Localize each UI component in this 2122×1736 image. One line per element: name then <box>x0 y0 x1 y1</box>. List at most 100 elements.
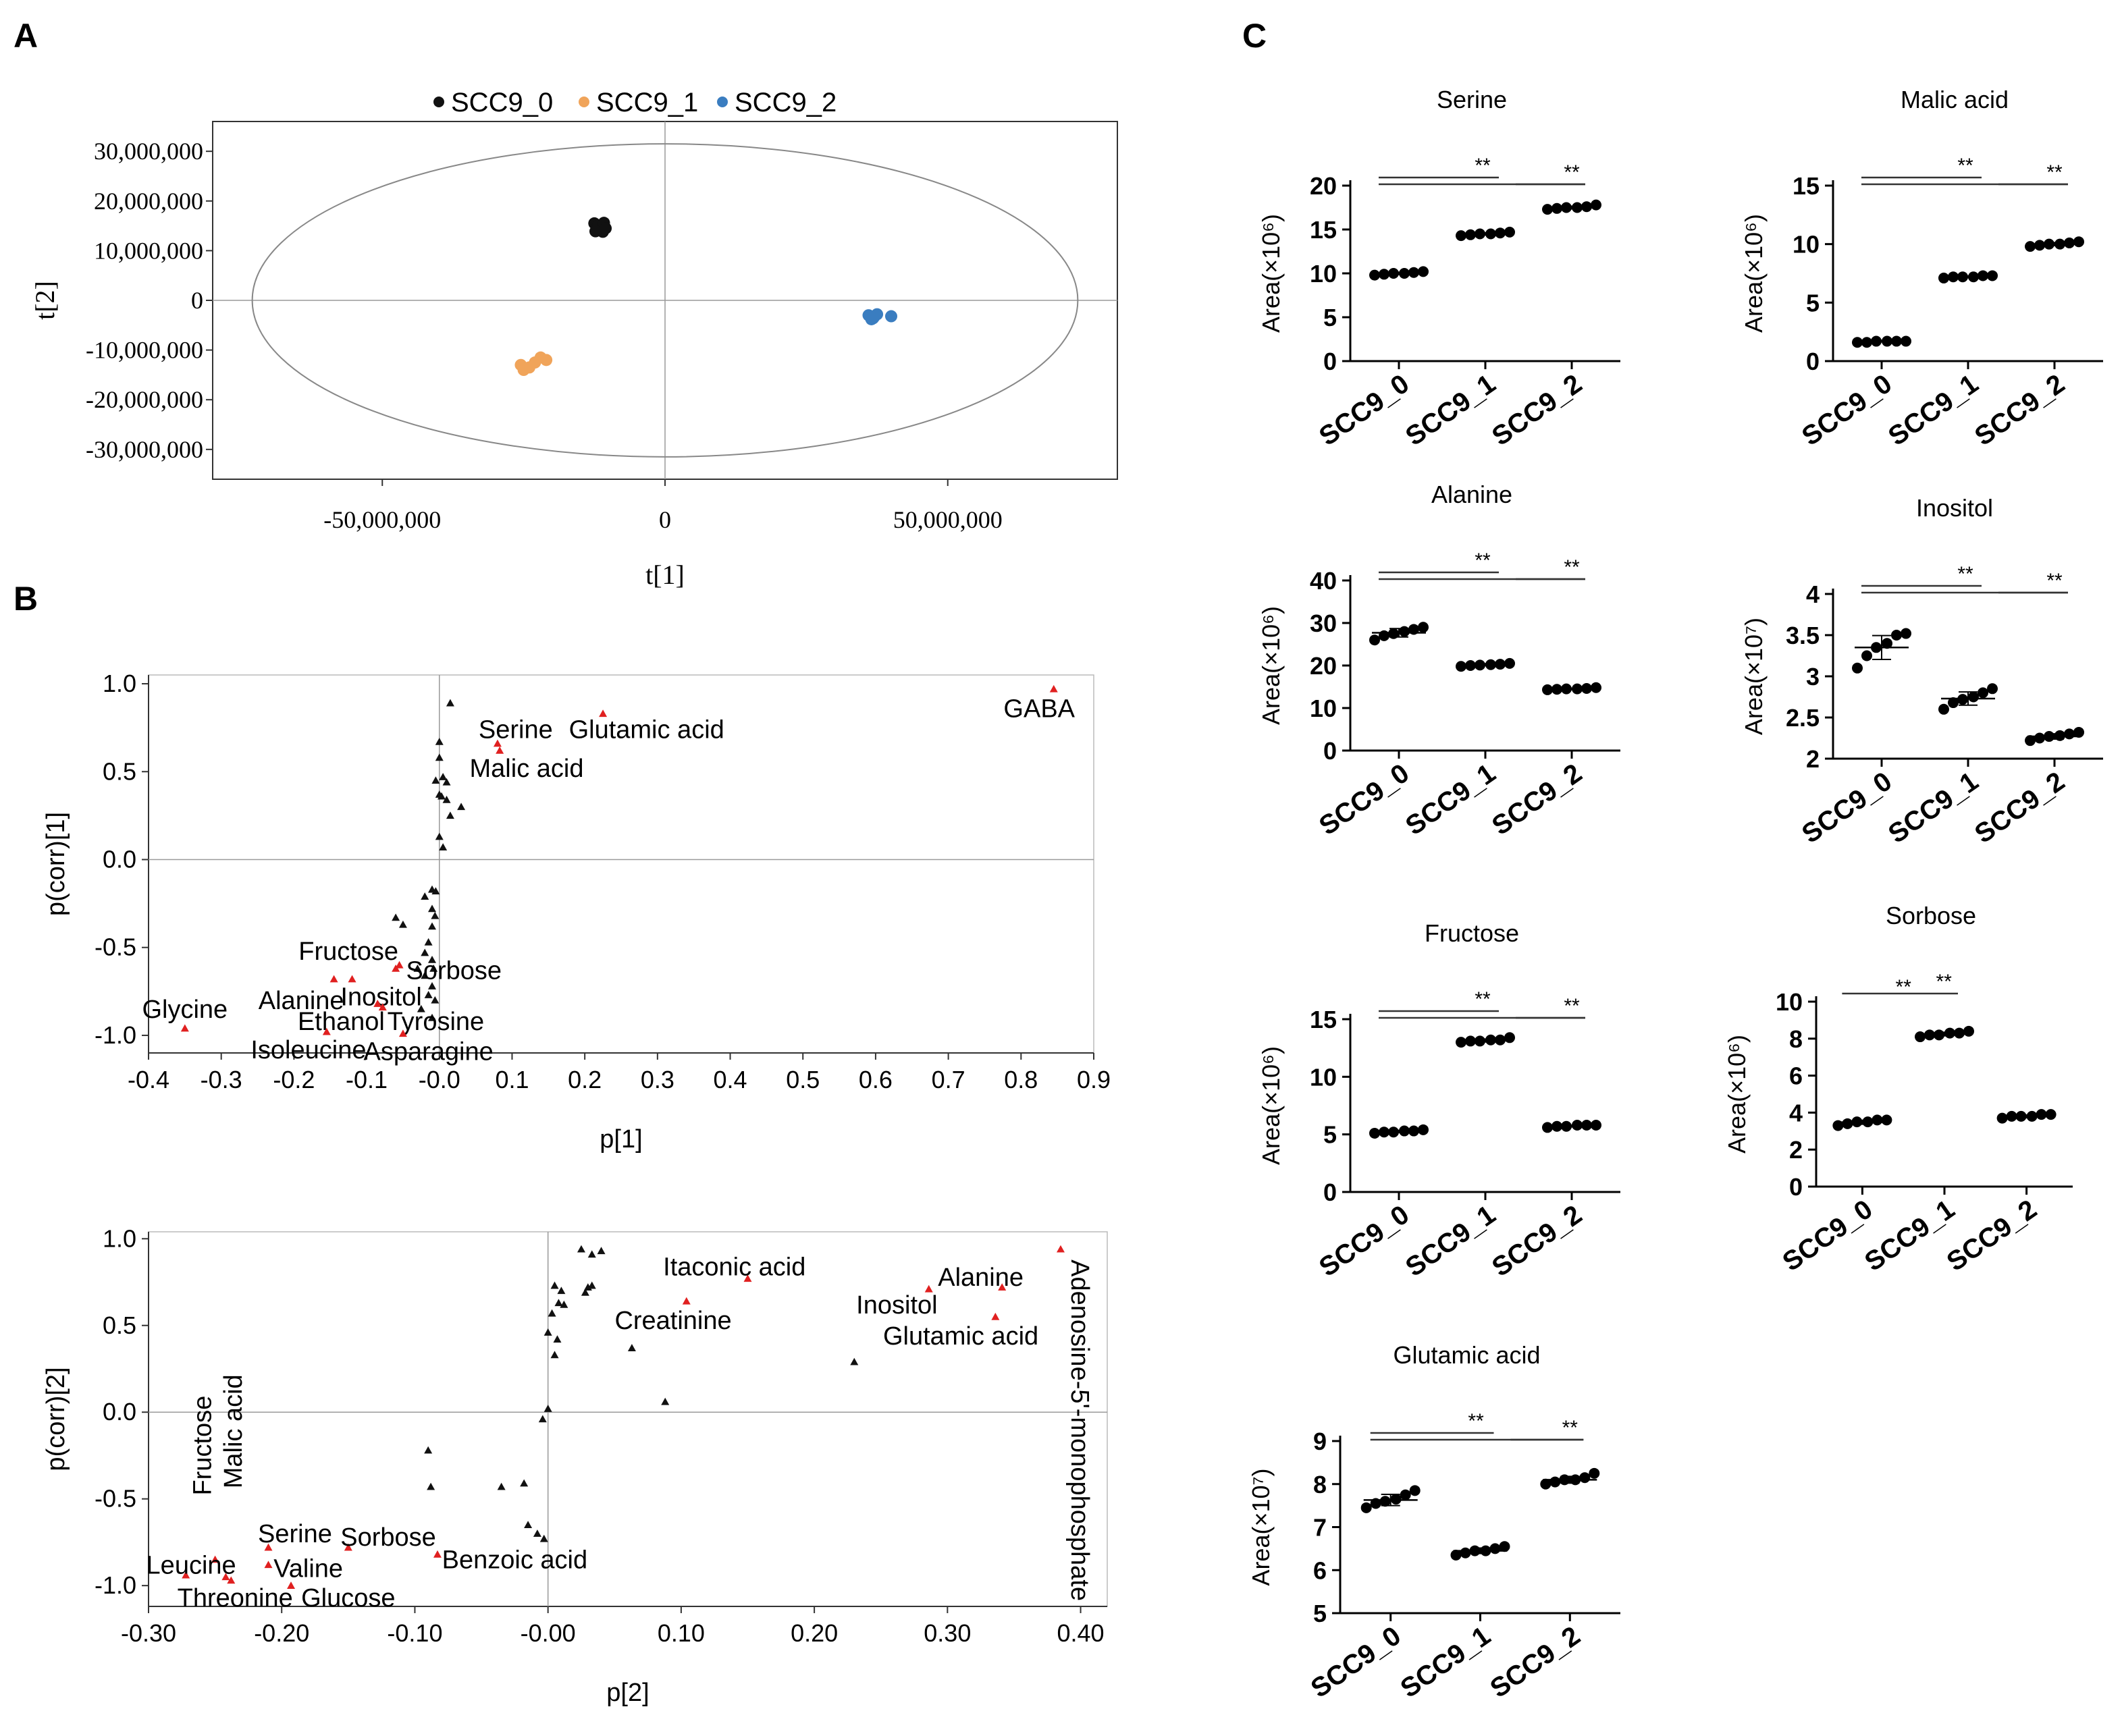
dotplot-glutamic-data-point <box>1360 1502 1372 1513</box>
dotplot-fructose-data-point <box>1504 1032 1515 1043</box>
dotplot-glutamic-x-tick-label: SCC9_0 <box>1306 1621 1406 1704</box>
dotplot-fructose-y-axis-label: Area(×10⁶) <box>1257 1046 1285 1165</box>
dotplot-alanine-title: Alanine <box>1431 481 1512 508</box>
dotplot-alanine-data-point <box>1485 659 1496 670</box>
dotplot-inositol-data-point <box>1861 650 1872 661</box>
dotplot-fructose-data-point <box>1485 1034 1496 1046</box>
splot2-highlight-point <box>743 1274 752 1282</box>
splot2-plot: 1.0 0.5 0.0 -0.5 -1.0 -0.30 -0.20 -0.10 -0.00 0.1… <box>42 1224 1108 1707</box>
dotplot-sorbose-y-tick-label: 4 <box>1789 1099 1803 1127</box>
dotplot-glutamic-y-tick-label: 9 <box>1313 1428 1327 1455</box>
dotplot-glutamic-data-point <box>1589 1467 1600 1479</box>
splot2-point <box>539 1534 548 1542</box>
splot2-highlight-point <box>433 1550 442 1558</box>
dotplot-alanine-y-tick-label: 30 <box>1310 609 1337 637</box>
splot2-metabolite-label: Creatinine <box>614 1307 731 1335</box>
splot2-point <box>597 1247 606 1255</box>
dotplot-serine-y-tick-label: 15 <box>1310 216 1337 244</box>
dotplot-alanine-sig-label: ** <box>1475 549 1491 572</box>
splot1-point <box>435 753 444 761</box>
splot1-metabolite-label: Ethanol <box>298 1008 385 1036</box>
dotplot-glutamic-data-point <box>1579 1472 1591 1484</box>
dotplot-serine-data-point <box>1485 228 1496 240</box>
dotplot-glutamic-y-tick-label: 8 <box>1313 1471 1327 1498</box>
dotplot-sorbose-sig-label: ** <box>1936 971 1953 993</box>
dotplot-alanine-y-tick-label: 0 <box>1323 737 1337 765</box>
dotplot-fructose: Fructose 0 5 10 15 Area(×10⁶) SCC9_0SCC9_1SCC9… <box>1257 919 1620 1282</box>
dotplot-malic: Malic acid 0 5 10 15 Area(×10⁶) SCC9_0SCC9_1SC… <box>1740 86 2103 452</box>
dotplot-serine-y-tick-label: 0 <box>1323 348 1337 375</box>
splot1-x-tick-label: 0.7 <box>932 1066 965 1093</box>
dotplot-alanine-data-point <box>1572 683 1583 695</box>
dotplot-inositol-data-point <box>2044 731 2054 742</box>
splot2-y-tick-label: -1.0 <box>95 1571 136 1599</box>
dotplot-alanine-data-point <box>1408 624 1419 635</box>
splot1-point <box>442 778 451 786</box>
splot1-highlight-point <box>496 747 504 754</box>
splot2-highlight-point <box>211 1555 219 1563</box>
splot2-metabolite-label: Inositol <box>856 1291 937 1320</box>
pca-x-tick-label: 50,000,000 <box>893 506 1003 533</box>
splot2-x-tick-label: -0.20 <box>254 1619 309 1647</box>
splot1-point <box>431 887 440 895</box>
dotplot-malic-data-point <box>2064 237 2075 248</box>
dotplot-alanine-data-point <box>1542 684 1553 695</box>
splot2-point <box>424 1446 433 1454</box>
splot1-point <box>421 892 429 900</box>
dotplot-malic-data-point <box>1938 272 1949 283</box>
dotplot-sorbose-data-point <box>1934 1029 1944 1041</box>
dotplot-glutamic-y-tick-label: 6 <box>1313 1556 1327 1584</box>
dotplot-alanine-data-point <box>1379 630 1389 641</box>
splot1-point <box>424 938 433 946</box>
splot2-point <box>557 1286 566 1295</box>
dotplot-fructose-data-point <box>1408 1125 1419 1137</box>
splot1-point <box>421 971 429 979</box>
splot2-point <box>577 1245 585 1253</box>
pca-x-tick-label: 0 <box>659 506 671 533</box>
splot1-y-tick-label: 0.0 <box>103 845 136 873</box>
dotplot-malic-x-tick-label: SCC9_2 <box>1969 369 2070 452</box>
dotplot-sorbose: Sorbose 0 2 4 6 8 10 Area(×10⁶) SCC9_0SCC9_1SCC9… <box>1723 902 2073 1277</box>
dotplot-inositol-x-tick-label: SCC9_1 <box>1883 766 1984 849</box>
dotplot-inositol-data-point <box>1978 687 1988 699</box>
dotplot-fructose-data-point <box>1591 1120 1601 1131</box>
dotplot-serine-data-point <box>1551 202 1562 214</box>
dotplot-alanine-data-point <box>1504 657 1515 669</box>
splot1-metabolite-label: Malic acid <box>470 755 584 783</box>
splot1-x-tick-label: -0.3 <box>201 1066 242 1093</box>
dotplot-glutamic: Glutamic acid 5 6 7 8 9 Area(×10⁷) SCC9_0SCC9_1… <box>1247 1341 1620 1704</box>
dotplot-fructose-data-point <box>1399 1125 1410 1137</box>
dotplot-inositol-y-axis-label: Area(×10⁷) <box>1740 618 1768 735</box>
splot1-point <box>439 773 448 780</box>
dotplot-malic-y-axis-label: Area(×10⁶) <box>1740 214 1768 333</box>
dotplot-malic-data-point <box>1901 335 1911 347</box>
dotplot-inositol-data-point <box>2073 726 2084 738</box>
dotplot-fructose-title: Fructose <box>1425 919 1519 947</box>
dotplot-inositol-sig-label: ** <box>2046 570 2063 592</box>
splot1-x-axis-label: p[1] <box>600 1125 642 1154</box>
splot1-highlight-point <box>1049 684 1058 693</box>
dotplot-serine-y-tick-label: 10 <box>1310 260 1337 288</box>
splot1-point <box>437 792 446 800</box>
dotplot-sorbose-x-tick-label: SCC9_0 <box>1777 1194 1878 1277</box>
dotplot-glutamic-data-point <box>1469 1545 1481 1556</box>
splot1-highlight-point <box>348 975 356 983</box>
dotplot-alanine-data-point <box>1561 683 1572 695</box>
dotplot-glutamic-data-point <box>1570 1474 1581 1486</box>
panel-label-b: B <box>14 580 38 618</box>
splot2-y-axis-label: p(corr)[2] <box>42 1367 70 1471</box>
splot2-point <box>524 1521 533 1529</box>
dotplot-serine-data-point <box>1581 201 1592 213</box>
dotplot-glutamic-data-point <box>1489 1543 1501 1554</box>
dotplot-alanine-sig-label: ** <box>1564 556 1580 578</box>
dotplot-sorbose-y-tick-label: 6 <box>1789 1062 1803 1090</box>
dotplot-fructose-data-point <box>1369 1127 1380 1139</box>
splot2-x-tick-label: 0.10 <box>658 1619 705 1647</box>
splot2-point <box>627 1344 636 1351</box>
legend-label-scc9-2: SCC9_2 <box>735 88 837 117</box>
dotplot-sorbose-data-point <box>1996 1112 2008 1124</box>
dotplot-glutamic-data-point <box>1460 1547 1471 1558</box>
dotplot-fructose-data-point <box>1465 1035 1476 1047</box>
dotplot-fructose-data-point <box>1456 1037 1466 1048</box>
pca-hotelling-ellipse <box>251 143 1079 458</box>
